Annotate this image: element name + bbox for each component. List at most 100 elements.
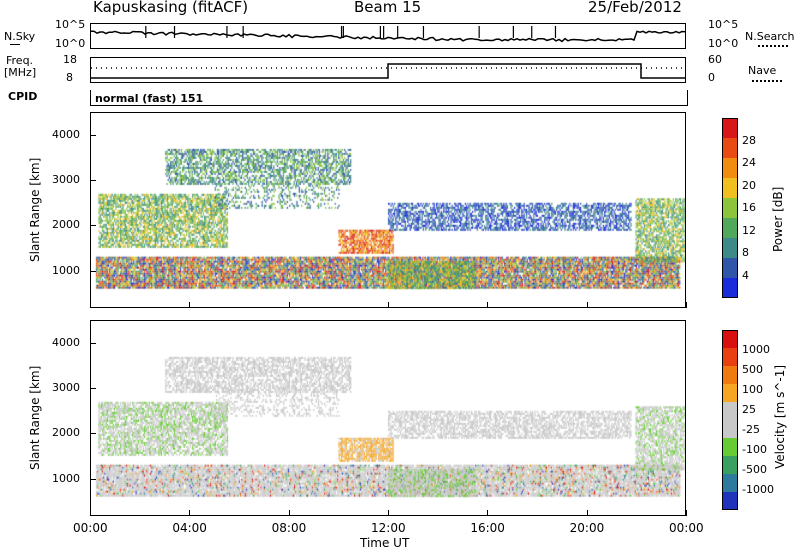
freq-label-2: [MHz]	[4, 66, 37, 79]
colorbar-segment	[722, 138, 738, 159]
y-tick-label: 2000	[52, 218, 80, 232]
colorbar-segment	[722, 118, 738, 139]
freq-panel	[90, 57, 686, 83]
y-tick-mark	[90, 342, 96, 344]
colorbar-tick-label: 28	[742, 133, 756, 147]
x-tick-mark	[189, 302, 191, 308]
x-tick-mark	[686, 302, 687, 308]
colorbar-segment	[722, 384, 738, 403]
nsky-underline	[10, 44, 20, 45]
y-tick-mark	[90, 270, 96, 272]
colorbar-segment	[722, 348, 738, 367]
y-tick-label: 2000	[52, 426, 80, 440]
colorbar-segment	[722, 366, 738, 385]
colorbar-segment	[722, 158, 738, 179]
cpid-value: normal (fast) 151	[95, 92, 204, 105]
colorbar-tick-label: 24	[742, 156, 756, 169]
x-tick-label: 12:00	[371, 521, 406, 535]
colorbar-tick-label: 8	[742, 246, 749, 259]
x-tick-mark	[487, 510, 489, 516]
power-ylabel: Slant Range [km]	[28, 157, 42, 262]
y-tick-label: 4000	[52, 127, 80, 141]
colorbar-segment	[722, 492, 738, 510]
x-tick-mark	[686, 510, 687, 516]
x-tick-mark	[586, 302, 588, 308]
nave-top-tick: 60	[708, 53, 722, 66]
colorbar-segment	[722, 278, 738, 298]
colorbar-segment	[722, 218, 738, 239]
colorbar-segment	[722, 402, 738, 421]
nsearch-label: N.Search	[745, 30, 795, 43]
x-tick-mark	[487, 302, 489, 308]
nsky-label: N.Sky	[4, 30, 36, 43]
x-tick-mark	[388, 510, 389, 516]
nave-label: Nave	[748, 64, 777, 77]
x-tick-mark	[586, 510, 588, 516]
noise-trace	[91, 26, 685, 43]
colorbar-tick-label: -100	[742, 443, 767, 456]
colorbar-tick-label: 16	[742, 201, 756, 214]
nave-bot-tick: 0	[708, 71, 715, 84]
x-tick-label: 20:00	[569, 521, 605, 535]
colorbar-segment	[722, 330, 738, 349]
power-colorbar	[722, 118, 738, 298]
power-heatmap	[91, 113, 685, 307]
x-tick-label: 00:00	[669, 521, 704, 535]
colorbar-tick-label: -500	[742, 463, 767, 476]
x-tick-label: 04:00	[172, 521, 207, 535]
colorbar-tick-label: 1000	[742, 343, 770, 356]
y-tick-mark	[90, 388, 96, 390]
noise-panel	[90, 23, 686, 49]
colorbar-tick-label: 12	[742, 223, 756, 237]
nsearch-legend-dots	[758, 45, 788, 47]
colorbar-tick-label: 4	[742, 268, 749, 282]
freq-label-1: Freq.	[6, 54, 34, 67]
velocity-colorbar	[722, 330, 738, 510]
colorbar-segment	[722, 178, 738, 199]
freq-line	[91, 63, 685, 79]
colorbar-tick-label: 500	[742, 363, 763, 376]
freq-trace	[91, 63, 685, 79]
cpid-label: CPID	[8, 90, 38, 103]
nsky-line	[91, 30, 685, 43]
colorbar-outline	[722, 118, 738, 298]
nsky-bot-tick: 10^0	[55, 37, 86, 50]
y-tick-label: 3000	[52, 173, 80, 187]
colorbar-segment	[722, 258, 738, 279]
y-tick-label: 4000	[52, 335, 80, 349]
x-tick-label: 00:00	[73, 521, 108, 535]
colorbar-segment	[722, 198, 738, 219]
colorbar-segment	[722, 420, 738, 439]
y-tick-mark	[90, 225, 96, 227]
colorbar-segment	[722, 438, 738, 457]
x-tick-label: 08:00	[271, 521, 307, 535]
colorbar-segment	[722, 456, 738, 475]
colorbar-segment	[722, 238, 738, 259]
x-tick-mark	[189, 510, 191, 516]
x-tick-mark	[90, 510, 91, 516]
station-title: Kapuskasing (fitACF)	[93, 0, 249, 16]
velocity-colorbar-label: Velocity [m s^-1]	[773, 364, 787, 469]
colorbar-segment	[722, 474, 738, 493]
nsky-top-tick: 10^5	[55, 18, 86, 31]
velocity-heatmap	[91, 321, 685, 515]
nave-legend-dots	[752, 80, 782, 82]
y-tick-mark	[90, 134, 96, 136]
colorbar-tick-label: 20	[742, 178, 756, 192]
colorbar-outline	[722, 330, 738, 510]
nsearch-top-tick: 10^5	[708, 18, 739, 31]
y-tick-mark	[90, 180, 96, 182]
colorbar-tick-label: 25	[742, 403, 756, 416]
y-tick-label: 1000	[52, 471, 80, 485]
x-tick-mark	[288, 510, 290, 516]
velocity-plot	[90, 320, 686, 516]
x-tick-mark	[90, 302, 91, 308]
x-tick-label: 16:00	[470, 521, 505, 535]
x-tick-mark	[288, 302, 290, 308]
nsearch-bot-tick: 10^0	[708, 37, 739, 50]
y-tick-mark	[90, 478, 96, 480]
y-tick-label: 1000	[52, 263, 80, 277]
freq-top-tick: 18	[63, 53, 77, 66]
x-axis-label: Time UT	[360, 536, 410, 550]
velocity-ylabel: Slant Range [km]	[28, 365, 42, 470]
